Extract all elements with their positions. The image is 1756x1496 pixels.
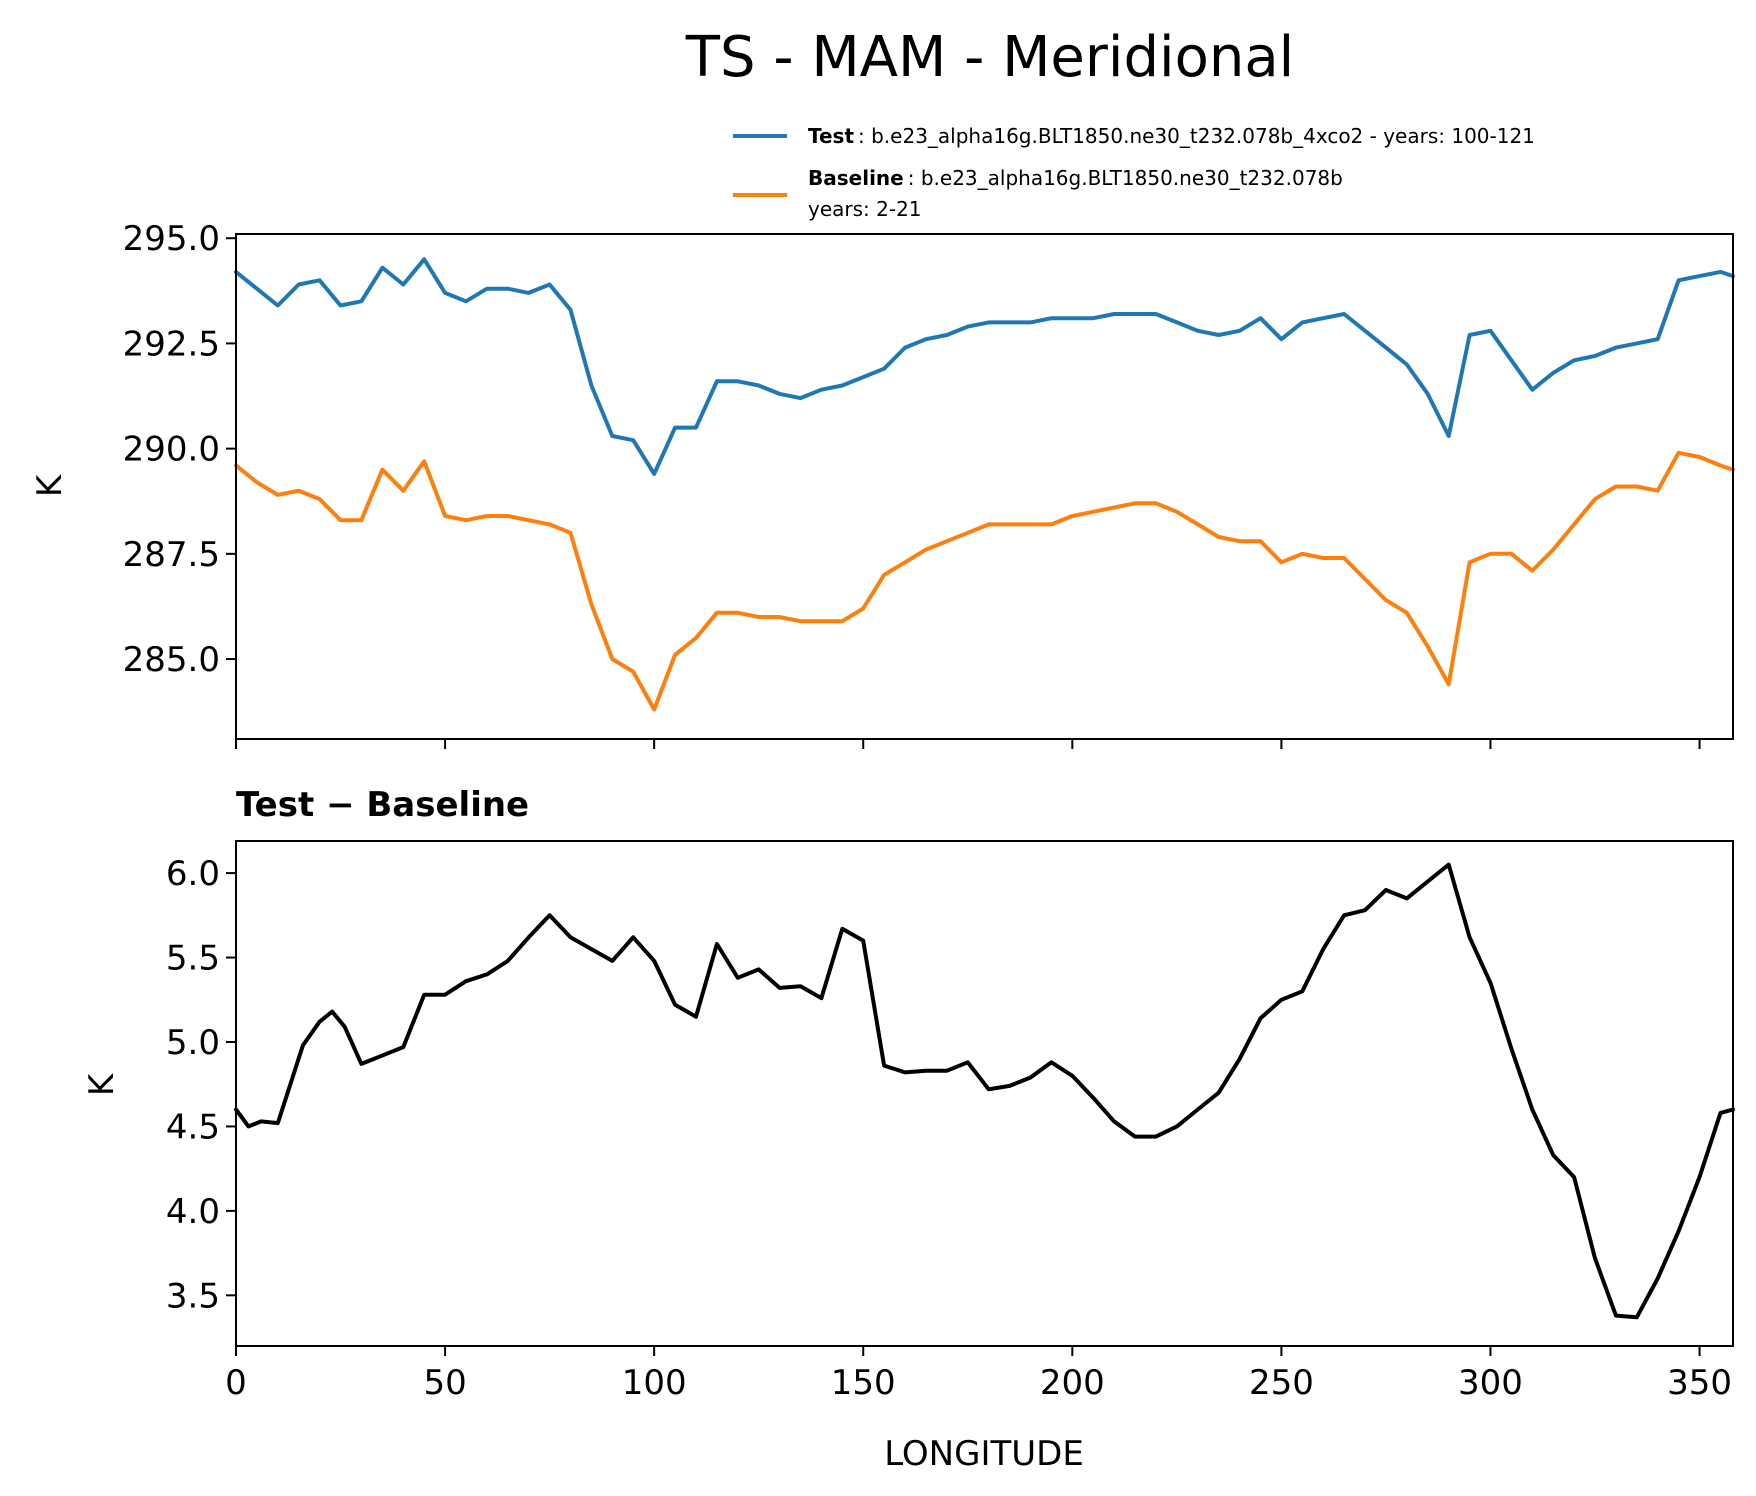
bottom-y-ticks: 6.0 5.5 5.0 4.5 4.0 3.5 [166,854,236,1316]
bottom-x-tick-label: 250 [1249,1363,1314,1403]
bottom-panel-title: Test − Baseline [236,785,529,825]
bottom-y-tick-label: 5.0 [166,1023,220,1063]
bottom-x-tick-label: 0 [225,1363,247,1403]
bottom-series-test-baseline [234,862,1735,1320]
legend-label-baseline: Baseline [808,166,904,190]
top-series-test [234,257,1735,476]
top-axes-frame [235,233,1734,740]
legend-text-baseline-years: years: 2-21 [808,197,922,221]
top-panel: 295.0 292.5 290.0 287.5 285.0 K [30,219,1735,749]
bottom-x-axis-label: LONGITUDE [884,1434,1084,1474]
top-y-ticks: 295.0 292.5 290.0 287.5 285.0 [123,219,236,680]
bottom-y-tick-label: 3.5 [166,1276,220,1316]
bottom-y-axis-label: K [82,1072,122,1096]
top-y-tick-label: 295.0 [123,219,220,259]
bottom-y-tick-label: 4.0 [166,1192,220,1232]
svg-text:Test: b.e23_alpha16g.BLT1850.n: Test: b.e23_alpha16g.BLT1850.ne30_t232.0… [808,124,1535,148]
top-series [234,257,1735,712]
bottom-y-tick-label: 6.0 [166,854,220,894]
top-x-ticks [235,739,1701,749]
svg-text:Baseline: b.e23_alpha16g.BLT18: Baseline: b.e23_alpha16g.BLT1850.ne30_t2… [808,166,1343,190]
bottom-series [234,862,1735,1320]
bottom-axes-frame [235,840,1734,1347]
figure-title: TS - MAM - Meridional [685,25,1294,90]
bottom-x-tick-label: 200 [1040,1363,1105,1403]
top-series-baseline [234,450,1735,712]
legend: Test: b.e23_alpha16g.BLT1850.ne30_t232.0… [733,124,1535,221]
bottom-x-tick-label: 50 [423,1363,466,1403]
bottom-x-ticks: 0 50 100 150 200 250 300 350 [225,1346,1732,1403]
legend-text-test: : b.e23_alpha16g.BLT1850.ne30_t232.078b_… [858,124,1535,148]
bottom-x-tick-label: 150 [831,1363,896,1403]
top-y-tick-label: 290.0 [123,430,220,470]
top-y-tick-label: 285.0 [123,640,220,680]
bottom-y-tick-label: 4.5 [166,1107,220,1147]
top-y-tick-label: 292.5 [123,324,220,364]
top-y-axis-label: K [30,473,70,497]
top-y-tick-label: 287.5 [123,535,220,575]
legend-label-test: Test [808,124,854,148]
bottom-x-tick-label: 300 [1458,1363,1523,1403]
bottom-x-tick-label: 100 [622,1363,687,1403]
bottom-x-tick-label: 350 [1667,1363,1732,1403]
legend-text-baseline: : b.e23_alpha16g.BLT1850.ne30_t232.078b [908,166,1343,190]
bottom-panel: Test − Baseline 6.0 5.5 5.0 4.5 4.0 3.5 0 50 10… [82,785,1735,1474]
bottom-y-tick-label: 5.5 [166,939,220,979]
